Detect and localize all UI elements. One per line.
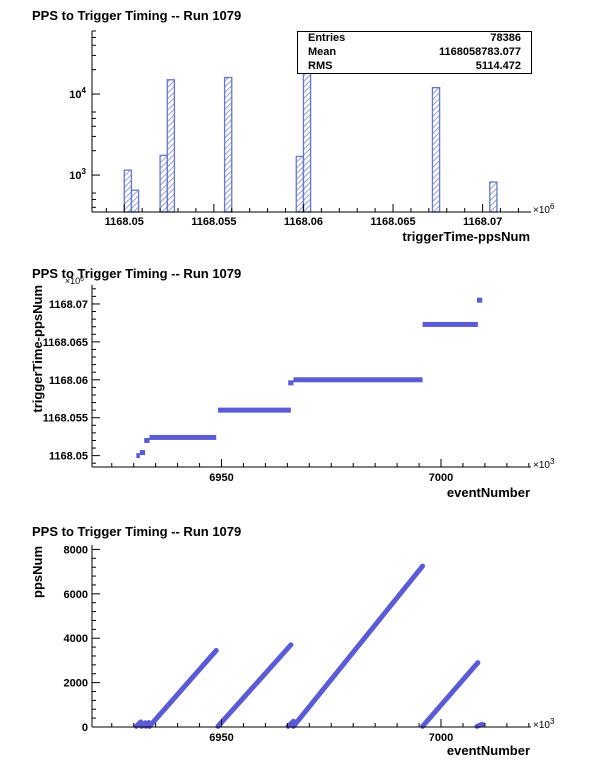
y-tick-label: 8000 bbox=[64, 544, 88, 556]
x-multiplier-exponent: 3 bbox=[550, 457, 555, 466]
y-tick-label: 2000 bbox=[64, 678, 88, 690]
x-tick-label: 7000 bbox=[429, 472, 453, 484]
trigger-vs-event-panel: PPS to Trigger Timing -- Run 1079 6950 70… bbox=[0, 258, 596, 515]
panel-title: PPS to Trigger Timing -- Run 1079 bbox=[32, 524, 242, 539]
data-band-5 bbox=[288, 380, 294, 386]
data-ramp-6 bbox=[291, 563, 426, 729]
stats-mean-label: Mean bbox=[308, 46, 337, 58]
y-tick-label-exponent: 3 bbox=[82, 167, 87, 176]
histogram-chart: 1168.05 1168.055 1168.06 1168.065 1168.07103… bbox=[69, 30, 555, 244]
data-ramp-3 bbox=[147, 647, 219, 729]
pps-vs-event-chart: 6950 7000 0 2000 4000 6000 8000 ×103eventNumber… bbox=[30, 544, 555, 758]
data-band-3 bbox=[149, 434, 217, 440]
x-tick-label: 7000 bbox=[429, 732, 453, 744]
y-tick-label: 6000 bbox=[64, 589, 88, 601]
x-multiplier-exponent: 6 bbox=[550, 202, 555, 211]
stats-entries-value: 78386 bbox=[490, 32, 521, 44]
x-tick-label: 6950 bbox=[209, 472, 233, 484]
x-multiplier: ×103 bbox=[533, 717, 555, 731]
stats-entries-label: Entries bbox=[308, 32, 346, 44]
y-tick-label: 104 bbox=[69, 86, 86, 101]
y-multiplier: ×106 bbox=[65, 276, 84, 286]
y-tick-label: 1168.05 bbox=[49, 451, 88, 463]
x-tick-label: 1168.055 bbox=[191, 216, 236, 228]
data-band-4 bbox=[217, 407, 291, 413]
x-multiplier: ×103 bbox=[533, 457, 555, 471]
y-tick-label: 0 bbox=[82, 722, 88, 734]
data-band-8 bbox=[477, 297, 483, 303]
y-tick-label: 1168.07 bbox=[49, 299, 88, 311]
stats-box: Entries 78386 Mean 1168058783.077 RMS 51… bbox=[297, 31, 532, 74]
x-tick-label: 1168.065 bbox=[370, 216, 415, 228]
histogram-bar-5 bbox=[295, 155, 305, 213]
x-tick-label: 6950 bbox=[209, 732, 233, 744]
x-tick-label: 1168.05 bbox=[105, 216, 144, 228]
panel-title: PPS to Trigger Timing -- Run 1079 bbox=[32, 266, 242, 281]
pps-vs-event-panel: PPS to Trigger Timing -- Run 1079 6950 70… bbox=[0, 515, 596, 772]
histogram-bar-3 bbox=[166, 79, 176, 213]
stats-row-mean: Mean 1168058783.077 bbox=[308, 46, 521, 60]
data-ramp-4 bbox=[215, 642, 294, 729]
stats-row-rms: RMS 5114.472 bbox=[308, 60, 521, 74]
histogram-panel: PPS to Trigger Timing -- Run 1079 1168.0… bbox=[0, 0, 596, 258]
x-multiplier-exponent: 3 bbox=[550, 717, 555, 726]
data-ramp-0 bbox=[133, 719, 144, 729]
y-tick-label-exponent: 4 bbox=[82, 86, 87, 95]
y-tick-label: 1168.055 bbox=[43, 413, 88, 425]
histogram-bar-0 bbox=[123, 169, 133, 213]
panel-title: PPS to Trigger Timing -- Run 1079 bbox=[32, 8, 242, 23]
y-tick-label: 1168.06 bbox=[49, 375, 88, 387]
y-tick-label-base: 10 bbox=[69, 89, 81, 101]
data-band-0 bbox=[136, 453, 140, 459]
x-multiplier: ×106 bbox=[533, 202, 555, 216]
stats-rms-value: 5114.472 bbox=[475, 60, 521, 72]
y-tick-label: 103 bbox=[69, 167, 86, 182]
histogram-bar-4 bbox=[223, 76, 233, 213]
data-band-2 bbox=[144, 437, 150, 443]
x-axis-label: eventNumber bbox=[447, 743, 530, 758]
histogram-bar-8 bbox=[489, 181, 498, 213]
y-tick-label-base: 10 bbox=[69, 170, 81, 182]
histogram-bar-1 bbox=[130, 189, 140, 213]
x-tick-label: 1168.06 bbox=[284, 216, 323, 228]
trigger-vs-event-chart: 6950 7000 1168.05 1168.055 1168.06 1168.065 11… bbox=[30, 276, 555, 500]
data-ramp-8 bbox=[474, 721, 485, 729]
y-tick-label: 4000 bbox=[64, 633, 88, 645]
x-axis-label: eventNumber bbox=[447, 485, 530, 500]
stats-row-entries: Entries 78386 bbox=[308, 32, 521, 46]
histogram-bar-2 bbox=[159, 154, 168, 213]
data-band-1 bbox=[139, 450, 146, 456]
y-multiplier-exponent: 6 bbox=[80, 276, 84, 283]
data-band-7 bbox=[422, 321, 478, 327]
y-tick-label: 1168.065 bbox=[43, 337, 88, 349]
data-ramp-1 bbox=[139, 720, 148, 729]
data-ramp-5 bbox=[285, 718, 297, 729]
histogram-bar-6 bbox=[302, 55, 312, 213]
histogram-bar-7 bbox=[431, 86, 441, 213]
y-axis-label: triggerTime-ppsNum bbox=[30, 285, 45, 413]
stats-rms-label: RMS bbox=[308, 60, 333, 72]
x-tick-label: 1168.07 bbox=[463, 216, 502, 228]
stats-mean-value: 1168058783.077 bbox=[439, 46, 521, 58]
data-ramp-2 bbox=[143, 720, 152, 729]
data-band-6 bbox=[293, 377, 423, 383]
data-ramp-7 bbox=[420, 660, 481, 729]
y-axis-label: ppsNum bbox=[30, 546, 45, 598]
x-axis-label: triggerTime-ppsNum bbox=[402, 229, 530, 244]
